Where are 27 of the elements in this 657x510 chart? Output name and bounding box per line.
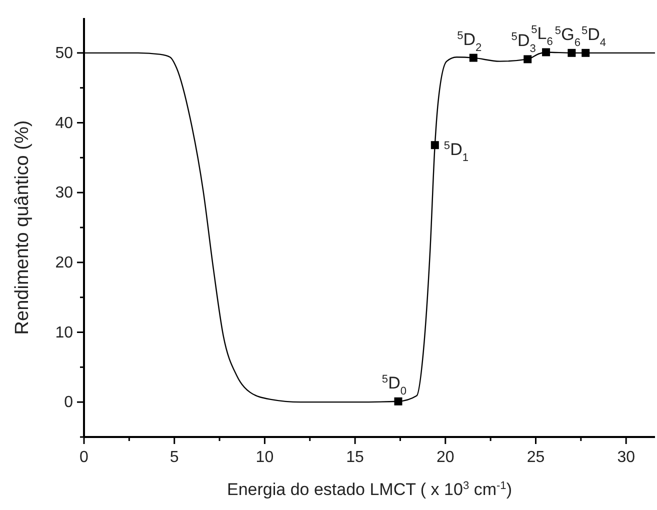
x-axis-title: Energia do estado LMCT ( x 10$^{3}$ cm$^{-1}$) <box>227 480 512 499</box>
y-axis-title: Rendimento quântico (%) <box>12 120 33 335</box>
y-tick-label: 50 <box>55 45 74 62</box>
x-tick-label: 0 <box>80 449 89 466</box>
point <box>582 48 590 57</box>
x-tick-label: 30 <box>617 449 636 466</box>
x-tick-label: 5 <box>170 449 179 466</box>
x-tick-label: 15 <box>346 449 364 466</box>
y-tick-label: 0 <box>64 394 74 412</box>
annotation: $^{5}$D$_{4}$ <box>581 24 606 49</box>
x-tick-label: 10 <box>256 449 274 466</box>
x-tick-label: 25 <box>526 449 545 466</box>
annotation: $^{5}$D$_{2}$ <box>457 30 482 54</box>
annotation: $^{5}$D$_{0}$ <box>382 373 407 398</box>
point <box>568 48 576 57</box>
point <box>394 397 402 406</box>
annotation: $^{5}$G$_{6}$ <box>554 24 580 49</box>
annotation: $^{5}$D$_{1}$ <box>444 140 469 164</box>
point <box>542 48 550 56</box>
x-tick-label: 20 <box>436 449 454 466</box>
y-tick-label: 40 <box>55 114 74 132</box>
y-tick-label: 10 <box>55 324 74 342</box>
point <box>524 55 532 64</box>
point <box>469 54 478 62</box>
y-tick-label: 20 <box>55 254 74 272</box>
y-tick-label: 30 <box>55 184 74 202</box>
point <box>430 141 439 150</box>
